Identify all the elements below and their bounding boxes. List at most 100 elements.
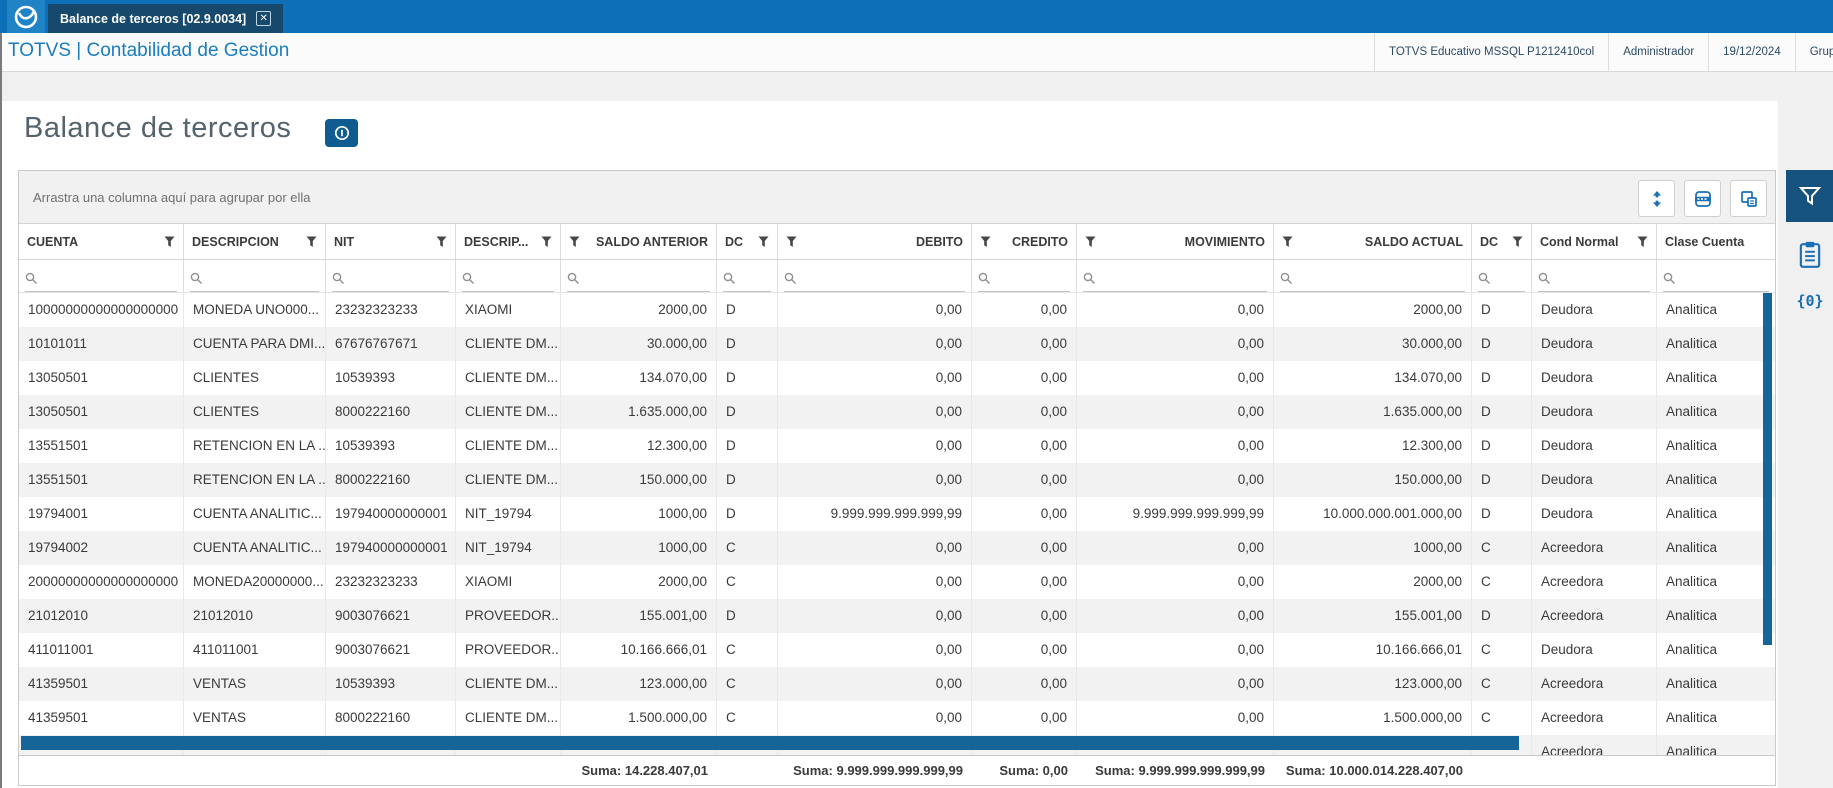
table-cell: CLIENTE DM...: [456, 701, 561, 735]
table-cell: 0,00: [972, 395, 1077, 429]
table-cell: 13551501: [19, 463, 184, 497]
table-cell: 1.635.000,00: [1274, 395, 1472, 429]
table-row[interactable]: 13050501 CLIENTES 8000222160 CLIENTE DM... 1…: [19, 395, 1775, 429]
column-header-1[interactable]: DESCRIPCION: [184, 224, 326, 259]
filter-input-6[interactable]: [778, 260, 972, 292]
export-xls-button[interactable]: [1684, 180, 1721, 217]
table-cell: 0,00: [972, 633, 1077, 667]
summary-value-8: Suma: 9.999.999.999.999,99: [1095, 763, 1265, 778]
filter-input-4[interactable]: [561, 260, 717, 292]
table-cell: 20000000000000000000: [19, 565, 184, 599]
filter-funnel-icon: [1798, 187, 1821, 206]
filter-funnel-icon[interactable]: [306, 236, 317, 248]
table-cell: Acreedora: [1532, 565, 1657, 599]
filter-funnel-icon[interactable]: [980, 236, 991, 248]
table-row[interactable]: 13551501 RETENCION EN LA ... 10539393 CLIEN…: [19, 429, 1775, 463]
column-header-6[interactable]: DEBITO: [778, 224, 972, 259]
column-header-10[interactable]: DC: [1472, 224, 1532, 259]
filter-funnel-icon[interactable]: [786, 236, 797, 248]
clipboard-button[interactable]: [1793, 238, 1827, 272]
filter-input-3[interactable]: [456, 260, 561, 292]
table-row[interactable]: 19794001 CUENTA ANALITIC... 19794000000000…: [19, 497, 1775, 531]
column-header-12[interactable]: Clase Cuenta: [1657, 224, 1775, 259]
group-by-bar[interactable]: Arrastra una columna aquí para agrupar p…: [19, 171, 1775, 224]
filter-input-9[interactable]: [1274, 260, 1472, 292]
tab-title: Balance de terceros [02.9.0034]: [60, 11, 247, 26]
table-filter-row: [19, 260, 1775, 293]
filter-input-11[interactable]: [1532, 260, 1657, 292]
table-cell: D: [717, 497, 778, 531]
table-cell: VENTAS: [184, 701, 326, 735]
table-cell: 134.070,00: [1274, 361, 1472, 395]
table-row[interactable]: 41359501 VENTAS 8000222160 CLIENTE DM... 1.5…: [19, 701, 1775, 735]
table-cell: C: [1472, 633, 1532, 667]
table-cell: 0,00: [778, 463, 972, 497]
filter-funnel-icon[interactable]: [569, 236, 580, 248]
filter-input-8[interactable]: [1077, 260, 1274, 292]
table-cell: Deudora: [1532, 395, 1657, 429]
summary-value-9: Suma: 10.000.014.228.407,00: [1285, 763, 1463, 778]
filter-funnel-icon[interactable]: [1637, 236, 1648, 248]
table-cell: VENTAS: [184, 667, 326, 701]
braces-zero-button[interactable]: {0}: [1796, 292, 1824, 310]
filter-input-1[interactable]: [184, 260, 326, 292]
info-button[interactable]: [325, 119, 358, 147]
table-row[interactable]: 411011001 411011001 9003076621 PROVEEDOR...…: [19, 633, 1775, 667]
column-header-9[interactable]: SALDO ACTUAL: [1274, 224, 1472, 259]
table-row[interactable]: 41359501 VENTAS 10539393 CLIENTE DM... 123.0…: [19, 667, 1775, 701]
table-cell: Analitica: [1666, 744, 1718, 755]
filter-funnel-icon[interactable]: [1512, 236, 1523, 248]
close-icon[interactable]: ✕: [256, 11, 272, 26]
column-header-8[interactable]: MOVIMIENTO: [1077, 224, 1274, 259]
filter-input-0[interactable]: [19, 260, 184, 292]
filter-input-5[interactable]: [717, 260, 778, 292]
summary-value-6: Suma: 9.999.999.999.999,99: [793, 763, 963, 778]
column-header-0[interactable]: CUENTA: [19, 224, 184, 259]
grid-toolbar: [1638, 180, 1767, 217]
filter-funnel-icon[interactable]: [164, 236, 175, 248]
column-header-7[interactable]: CREDITO: [972, 224, 1077, 259]
table-cell: 8000222160: [326, 701, 456, 735]
filter-input-12[interactable]: [1657, 260, 1775, 292]
table-row[interactable]: 10000000000000000000 MONEDA UNO000... 2323…: [19, 293, 1775, 327]
filter-input-2[interactable]: [326, 260, 456, 292]
table-cell: 0,00: [1077, 701, 1274, 735]
filter-funnel-icon[interactable]: [436, 236, 447, 248]
totvs-logo[interactable]: [7, 0, 45, 33]
row-height-button[interactable]: [1638, 180, 1675, 217]
filter-funnel-icon[interactable]: [758, 236, 769, 248]
column-header-3[interactable]: DESCRIP...: [456, 224, 561, 259]
table-cell: CUENTA PARA DMI...: [184, 327, 326, 361]
column-header-2[interactable]: NIT: [326, 224, 456, 259]
filter-input-10[interactable]: [1472, 260, 1532, 292]
table-row[interactable]: 10101011 CUENTA PARA DMI... 67676767671 CLI…: [19, 327, 1775, 361]
table-row[interactable]: 19794002 CUENTA ANALITIC... 19794000000000…: [19, 531, 1775, 565]
horizontal-scrollbar[interactable]: [21, 736, 1519, 750]
column-label: DC: [725, 234, 744, 249]
filter-funnel-icon[interactable]: [1282, 236, 1293, 248]
table-cell: 0,00: [778, 293, 972, 327]
tab-balance-de-terceros[interactable]: Balance de terceros [02.9.0034] ✕: [48, 4, 284, 33]
column-header-5[interactable]: DC: [717, 224, 778, 259]
group-by-hint: Arrastra una columna aquí para agrupar p…: [33, 189, 311, 205]
table-row[interactable]: 13551501 RETENCION EN LA ... 8000222160 CLI…: [19, 463, 1775, 497]
column-label: Clase Cuenta: [1665, 234, 1745, 249]
table-cell: Acreedora: [1532, 701, 1657, 735]
table-cell: 0,00: [778, 667, 972, 701]
table-cell: C: [717, 633, 778, 667]
table-cell: 1.500.000,00: [561, 701, 717, 735]
copy-grid-button[interactable]: [1730, 180, 1767, 217]
filter-input-7[interactable]: [972, 260, 1077, 292]
table-cell: 0,00: [972, 429, 1077, 463]
vertical-scrollbar[interactable]: [1763, 293, 1772, 645]
table-row[interactable]: 20000000000000000000 MONEDA20000000... 232…: [19, 565, 1775, 599]
column-header-4[interactable]: SALDO ANTERIOR: [561, 224, 717, 259]
filter-panel-button[interactable]: [1786, 170, 1833, 222]
filter-funnel-icon[interactable]: [541, 236, 552, 248]
search-icon: [1280, 272, 1292, 284]
table-row[interactable]: 21012010 21012010 9003076621 PROVEEDOR... 15…: [19, 599, 1775, 633]
table-row[interactable]: 13050501 CLIENTES 10539393 CLIENTE DM... 134…: [19, 361, 1775, 395]
column-header-11[interactable]: Cond Normal: [1532, 224, 1657, 259]
filter-funnel-icon[interactable]: [1085, 236, 1096, 248]
table-cell: Analitica: [1666, 370, 1718, 385]
